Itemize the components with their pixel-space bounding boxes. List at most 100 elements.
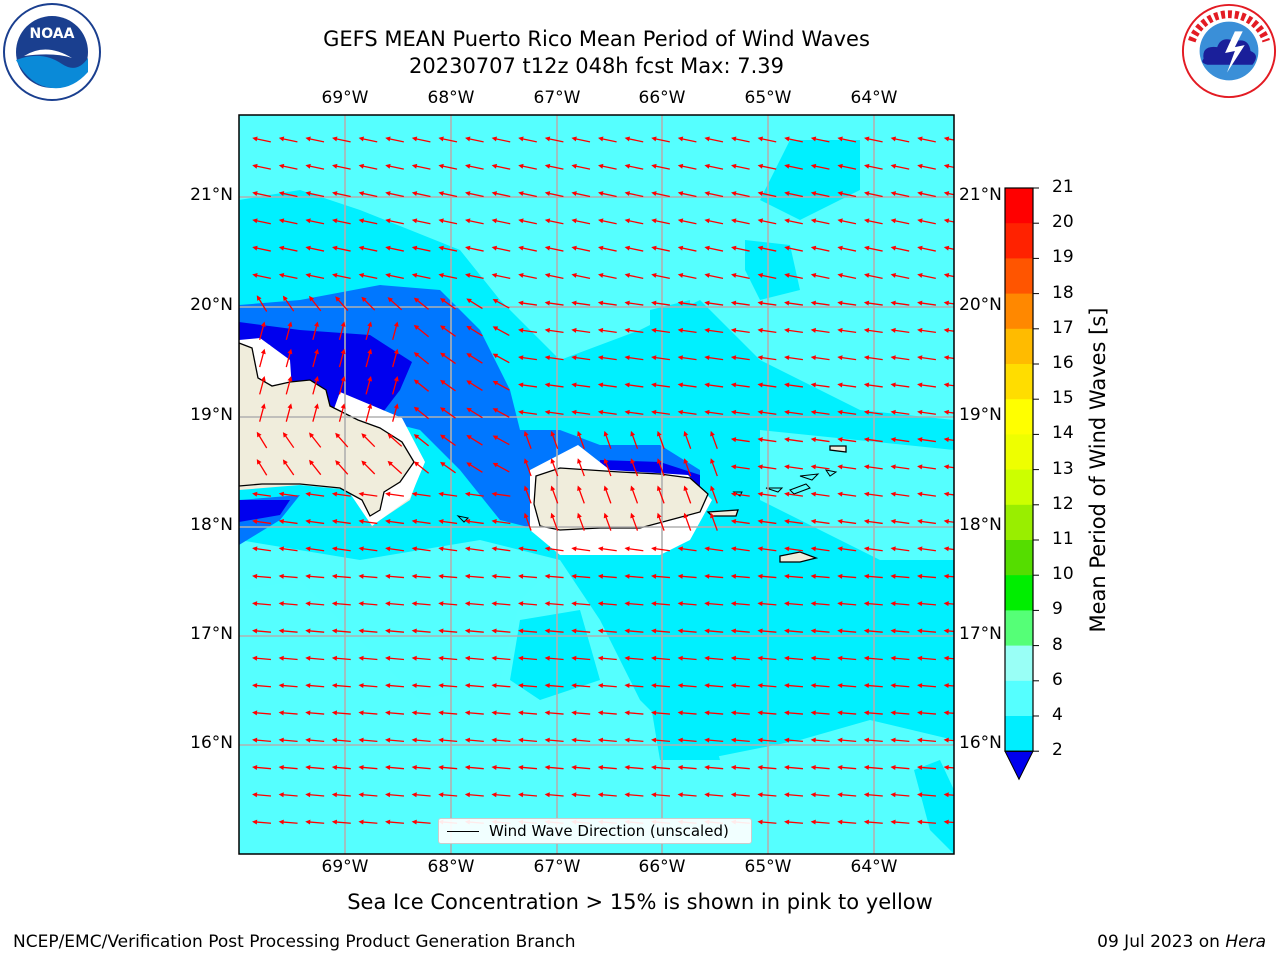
wave-direction-arrow <box>278 683 298 689</box>
wave-direction-arrow <box>757 382 777 388</box>
wave-direction-arrow <box>624 245 644 252</box>
wave-direction-arrow <box>624 764 644 770</box>
wave-direction-arrow <box>890 355 910 361</box>
wave-direction-arrow <box>784 163 803 170</box>
wave-direction-arrow <box>784 136 803 143</box>
colorbar-segment <box>1005 434 1033 471</box>
wave-direction-arrow <box>677 655 697 661</box>
wave-direction-arrow <box>704 136 724 143</box>
colorbar-segment <box>1005 293 1033 330</box>
wave-direction-arrow <box>577 485 585 504</box>
wave-direction-arrow <box>492 462 510 473</box>
wave-direction-arrow <box>730 792 750 798</box>
wave-direction-arrow <box>278 628 298 634</box>
wave-direction-arrow <box>305 655 325 661</box>
wave-direction-arrow <box>890 136 910 143</box>
wave-direction-arrow <box>392 376 399 395</box>
wave-direction-arrow <box>252 710 272 716</box>
wave-direction-arrow <box>757 191 777 198</box>
wave-direction-arrow <box>943 519 954 525</box>
wave-direction-arrow <box>252 819 272 825</box>
wave-direction-arrow <box>730 546 750 552</box>
wave-direction-arrow <box>837 655 857 661</box>
wave-direction-arrow <box>550 430 559 449</box>
wave-direction-arrow <box>810 355 830 361</box>
wave-direction-arrow <box>338 403 346 422</box>
wave-direction-arrow <box>784 683 804 689</box>
wave-direction-arrow <box>464 737 484 743</box>
wave-direction-arrow <box>683 430 692 449</box>
wave-direction-arrow <box>331 737 351 743</box>
wave-direction-arrow <box>252 628 272 634</box>
colorbar-segment <box>1005 328 1033 365</box>
wave-direction-arrow <box>259 321 266 340</box>
wave-direction-arrow <box>571 327 591 333</box>
wave-direction-arrow <box>757 601 777 607</box>
wave-direction-arrow <box>518 382 538 388</box>
wave-direction-arrow <box>278 136 298 143</box>
wave-direction-arrow <box>438 273 458 280</box>
wave-direction-arrow <box>466 353 483 364</box>
wave-direction-arrow <box>491 136 511 143</box>
wave-direction-arrow <box>651 628 671 634</box>
wave-direction-arrow <box>863 819 883 825</box>
wave-direction-arrow <box>491 683 511 689</box>
wave-direction-arrow <box>571 409 591 415</box>
wave-direction-arrow <box>332 245 351 252</box>
wave-direction-arrow <box>624 710 644 716</box>
wave-direction-arrow <box>544 136 564 143</box>
wave-direction-arrow <box>864 245 883 252</box>
wave-direction-arrow <box>492 380 510 391</box>
wave-direction-arrow <box>943 491 954 497</box>
wave-direction-arrow <box>890 163 910 170</box>
colorbar-extend-triangle <box>1004 750 1034 781</box>
wave-direction-arrow <box>810 655 830 661</box>
wave-direction-arrow <box>413 324 430 338</box>
wave-direction-arrow <box>597 300 617 306</box>
wave-direction-arrow <box>943 792 954 798</box>
map-legend: Wind Wave Direction (unscaled) <box>438 818 752 844</box>
wave-direction-arrow <box>411 218 431 225</box>
wave-direction-arrow <box>544 191 564 198</box>
wave-direction-arrow <box>571 764 591 770</box>
wave-direction-arrow <box>464 792 484 798</box>
wave-direction-arrow <box>704 546 724 552</box>
wave-direction-arrow <box>837 382 857 388</box>
wave-direction-arrow <box>358 819 378 825</box>
wave-direction-arrow <box>784 300 804 306</box>
wave-direction-arrow <box>597 792 617 798</box>
wave-direction-arrow <box>544 764 564 770</box>
wave-direction-arrow <box>385 218 404 225</box>
wave-direction-arrow <box>917 163 936 170</box>
wave-direction-arrow <box>651 191 670 198</box>
wave-direction-arrow <box>917 655 937 661</box>
wave-direction-arrow <box>518 409 538 415</box>
wave-direction-arrow <box>492 326 510 336</box>
wave-direction-arrow <box>358 491 378 497</box>
wave-direction-arrow <box>890 519 910 525</box>
wave-direction-arrow <box>624 355 644 361</box>
wave-direction-arrow <box>757 163 777 170</box>
wave-direction-arrow <box>784 546 804 552</box>
wave-direction-arrow <box>278 737 298 743</box>
wave-direction-arrow <box>943 819 954 825</box>
wave-direction-arrow <box>278 191 298 198</box>
wave-direction-arrow <box>385 683 405 689</box>
wave-direction-arrow <box>837 355 857 361</box>
wave-direction-arrow <box>332 273 351 280</box>
wave-direction-arrow <box>544 163 564 170</box>
wave-direction-arrow <box>890 464 910 470</box>
wave-direction-arrow <box>837 573 857 579</box>
wave-direction-arrow <box>943 655 954 661</box>
wave-direction-arrow <box>624 273 644 280</box>
wave-direction-arrow <box>312 321 319 340</box>
wave-direction-arrow <box>518 218 537 225</box>
wave-direction-arrow <box>491 546 511 552</box>
wave-direction-arrow <box>730 300 750 306</box>
wave-direction-arrow <box>305 764 325 770</box>
wave-direction-arrow <box>810 601 830 607</box>
wave-direction-arrow <box>890 764 910 770</box>
wave-direction-arrow <box>358 683 378 689</box>
wave-direction-arrow <box>943 218 954 225</box>
wave-direction-arrow <box>385 628 405 634</box>
